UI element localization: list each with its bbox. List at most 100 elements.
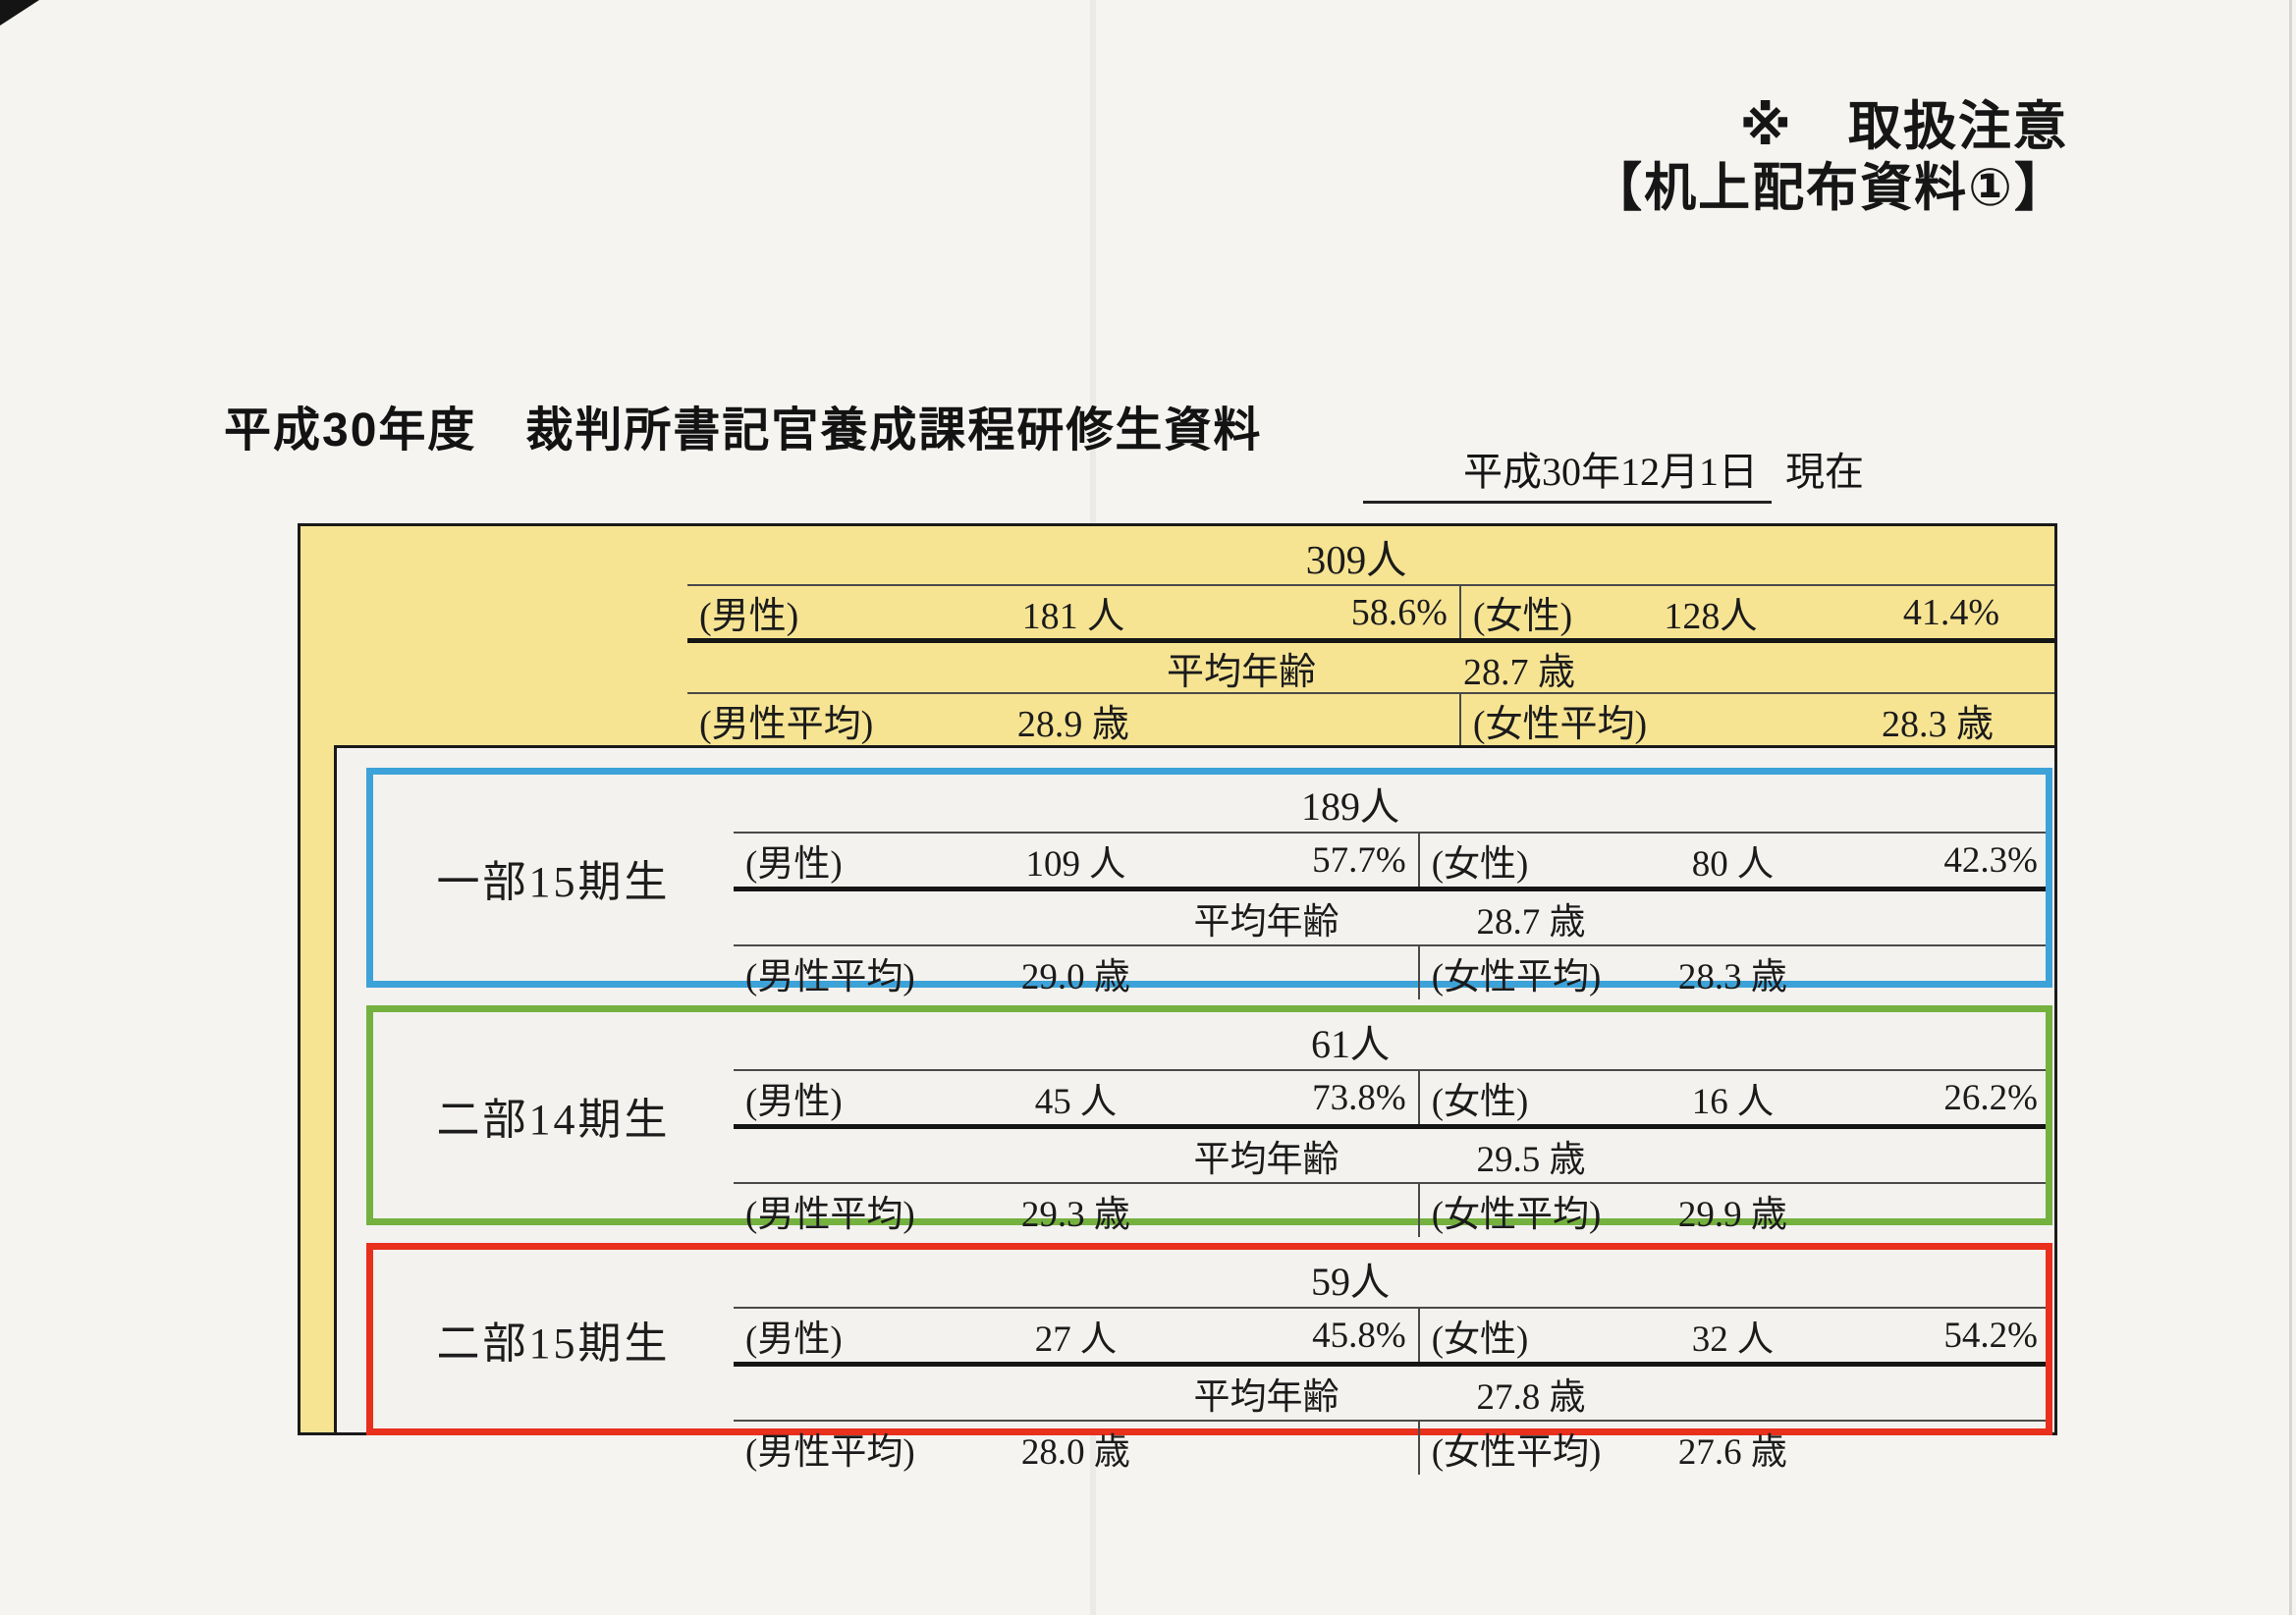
male-avg-label: (男性平均) [699,703,874,745]
group-gender-row: (男性) 45 人 73.8% (女性) 16 人 26.2% [734,1069,2046,1124]
group-male-percent: 73.8% [1312,1077,1406,1118]
female-label: (女性) [1472,596,1573,637]
overall-gender-avg-row: (男性平均) 28.9 歳 (女性平均) 28.3 歳 [687,692,2054,745]
handling-note: ※ 取扱注意 【机上配布資料①】 [1590,96,2068,218]
group-sections: 一部15期生 189人 (男性) 109 人 57.7% (女性) 80 人 4… [337,748,2054,1475]
male-label: (男性) [699,596,799,637]
male-avg-label: (男性平均) [745,957,915,997]
page-title: 平成30年度 裁判所書記官養成課程研修生資料 [224,404,1263,457]
male-label: (男性) [745,1082,843,1122]
overall-female-cell: (女性) 128人 41.4% [1461,586,2054,638]
group-label: 二部14期生 [436,1096,671,1144]
overall-male-percent: 58.6% [1350,591,1448,633]
as-of-date-suffix: 現在 [1785,450,1864,494]
group-female-avg: 29.9 歳 [1677,1195,1787,1235]
group-female-cell: (女性) 16 人 26.2% [1420,1071,2046,1124]
group-male-avg-cell: (男性平均) 28.0 歳 [734,1422,1420,1475]
group-total-row: 189人 [734,775,2046,832]
group-male-percent: 57.7% [1312,839,1406,881]
group-female-avg-cell: (女性平均) 27.6 歳 [1420,1422,2046,1475]
female-avg-label: (女性平均) [1431,957,1602,997]
overall-total-row: 309人 [687,526,2054,584]
overall-male-avg: 28.9 歳 [1016,703,1129,745]
group-avg-age-row: 平均年齢 29.5 歳 [734,1124,2046,1182]
group-gender-avg-row: (男性平均) 29.0 歳 (女性平均) 28.3 歳 [734,944,2046,999]
female-label: (女性) [1431,1082,1529,1122]
group-avg-age-row: 平均年齢 27.8 歳 [734,1362,2046,1420]
female-avg-label: (女性平均) [1431,1432,1602,1473]
female-avg-label: (女性平均) [1472,703,1648,745]
male-avg-label: (男性平均) [745,1432,915,1473]
female-avg-label: (女性平均) [1431,1195,1602,1235]
group-male-count: 109 人 [1025,844,1126,885]
group-male-percent: 45.8% [1312,1315,1406,1356]
overall-female-avg: 28.3 歳 [1881,703,1994,745]
group-female-percent: 54.2% [1943,1315,2038,1356]
group-gender-avg-row: (男性平均) 28.0 歳 (女性平均) 27.6 歳 [734,1420,2046,1475]
group-female-avg: 27.6 歳 [1677,1432,1787,1473]
group-table: 59人 (男性) 27 人 45.8% (女性) 32 人 54.2% 平均 [734,1250,2046,1475]
group-female-avg-cell: (女性平均) 29.9 歳 [1420,1184,2046,1237]
avg-age-label: 平均年齢 [1193,902,1339,942]
group-female-count: 32 人 [1691,1319,1774,1360]
group-male-cell: (男性) 109 人 57.7% [734,834,1420,887]
handling-caution-label: ※ 取扱注意 [1739,97,2068,156]
overall-female-count: 128人 [1664,596,1758,637]
overall-female-avg-cell: (女性平均) 28.3 歳 [1461,694,2054,745]
group-male-count: 45 人 [1034,1082,1117,1122]
group-female-count: 80 人 [1691,844,1774,885]
as-of-date-underlined: 平成30年12月1日 [1363,440,1772,504]
male-label: (男性) [745,1319,843,1360]
group-male-avg: 29.0 歳 [1020,957,1130,997]
group-male-avg-cell: (男性平均) 29.3 歳 [734,1184,1420,1237]
group-female-cell: (女性) 32 人 54.2% [1420,1309,2046,1362]
group-male-cell: (男性) 27 人 45.8% [734,1309,1420,1362]
groups-container-box: 一部15期生 189人 (男性) 109 人 57.7% (女性) 80 人 4… [334,745,2057,1475]
group-gender-avg-row: (男性平均) 29.3 歳 (女性平均) 29.9 歳 [734,1182,2046,1237]
group-label: 二部15期生 [436,1319,671,1368]
group-total-row: 61人 [734,1012,2046,1069]
group-male-cell: (男性) 45 人 73.8% [734,1071,1420,1124]
female-label: (女性) [1431,1319,1529,1360]
group-avg-age: 28.7 歳 [1476,902,1586,942]
overall-table: 309人 (男性) 181 人 58.6% (女性) 128人 41.4% 平均… [687,526,2054,745]
group-avg-age: 29.5 歳 [1476,1140,1586,1180]
group-female-percent: 26.2% [1943,1077,2038,1118]
group-male-count: 27 人 [1034,1319,1117,1360]
group-section: 二部14期生 61人 (男性) 45 人 73.8% (女性) 16 人 26.… [366,1005,2052,1237]
overall-avg-age: 28.7 歳 [1463,651,1576,693]
group-label: 一部15期生 [436,858,671,906]
group-section: 二部15期生 59人 (男性) 27 人 45.8% (女性) 32 人 54.… [366,1243,2052,1475]
as-of-date: 平成30年12月1日 現在 [1363,440,1864,504]
group-avg-age: 27.8 歳 [1476,1377,1586,1418]
overall-stats-box: 309人 (男性) 181 人 58.6% (女性) 128人 41.4% 平均… [298,523,2057,1475]
group-gender-row: (男性) 109 人 57.7% (女性) 80 人 42.3% [734,832,2046,887]
overall-gender-row: (男性) 181 人 58.6% (女性) 128人 41.4% [687,584,2054,638]
overall-avg-age-row: 平均年齢 28.7 歳 [687,638,2054,693]
scan-edge-shadow [2289,0,2292,1615]
overall-male-avg-cell: (男性平均) 28.9 歳 [687,694,1461,745]
group-male-avg-cell: (男性平均) 29.0 歳 [734,946,1420,999]
group-table: 189人 (男性) 109 人 57.7% (女性) 80 人 42.3% [734,775,2046,999]
male-avg-label: (男性平均) [745,1195,915,1235]
overall-female-percent: 41.4% [1902,591,1999,633]
group-table: 61人 (男性) 45 人 73.8% (女性) 16 人 26.2% 平均 [734,1012,2046,1237]
overall-male-count: 181 人 [1021,596,1125,637]
overall-total: 309人 [1305,536,1407,582]
group-male-avg: 29.3 歳 [1020,1195,1130,1235]
avg-age-label: 平均年齢 [1166,651,1316,693]
group-total-row: 59人 [734,1250,2046,1307]
female-label: (女性) [1431,844,1529,885]
scan-corner-artifact [0,0,39,26]
group-section: 一部15期生 189人 (男性) 109 人 57.7% (女性) 80 人 4… [366,768,2052,999]
avg-age-label: 平均年齢 [1193,1140,1339,1180]
group-female-cell: (女性) 80 人 42.3% [1420,834,2046,887]
group-avg-age-row: 平均年齢 28.7 歳 [734,887,2046,944]
avg-age-label: 平均年齢 [1193,1377,1339,1418]
overall-male-cell: (男性) 181 人 58.6% [687,586,1461,638]
male-label: (男性) [745,844,843,885]
group-total: 189人 [1301,784,1399,829]
group-male-avg: 28.0 歳 [1020,1432,1130,1473]
group-total: 61人 [1311,1022,1390,1066]
